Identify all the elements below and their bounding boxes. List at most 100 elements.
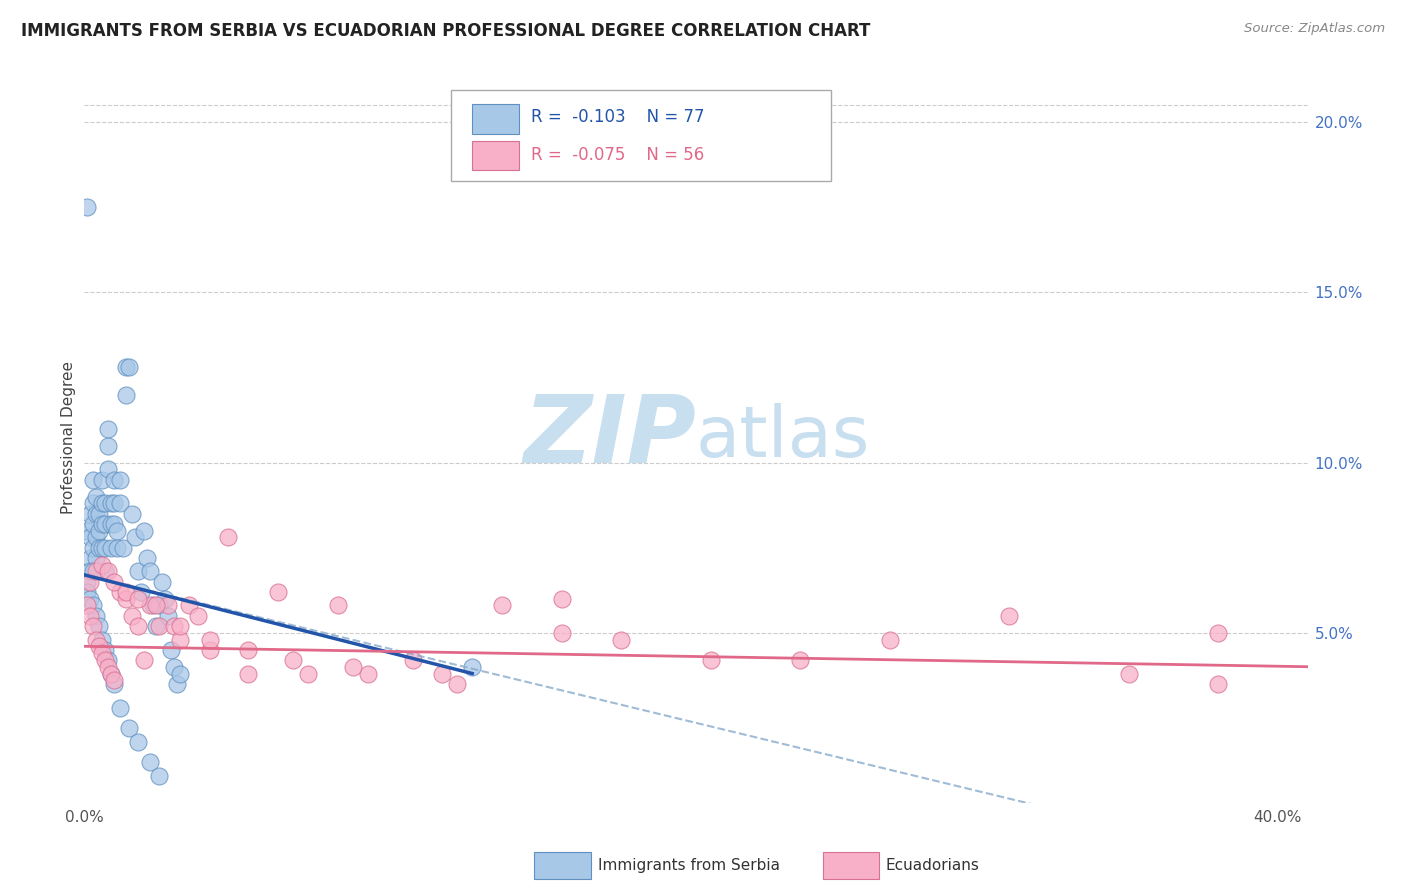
Point <box>94 642 117 657</box>
Point <box>1206 625 1229 640</box>
Point <box>97 565 120 579</box>
Point <box>115 387 138 401</box>
Point <box>238 642 260 657</box>
Point <box>84 507 107 521</box>
Point <box>79 608 101 623</box>
Point <box>84 550 107 565</box>
Point <box>79 507 101 521</box>
Point <box>82 516 104 531</box>
Point <box>118 360 141 375</box>
Y-axis label: Professional Degree: Professional Degree <box>60 360 76 514</box>
Point <box>84 608 107 623</box>
Point <box>97 421 120 435</box>
Point <box>112 541 135 555</box>
Point <box>82 541 104 555</box>
FancyBboxPatch shape <box>451 90 831 181</box>
Point <box>103 516 125 531</box>
Point <box>156 608 179 623</box>
Point <box>82 496 104 510</box>
Point <box>100 496 122 510</box>
Point <box>97 462 120 476</box>
Point <box>217 531 239 545</box>
FancyBboxPatch shape <box>472 104 519 134</box>
Point <box>84 490 107 504</box>
Point <box>108 473 131 487</box>
Text: Immigrants from Serbia: Immigrants from Serbia <box>598 858 779 872</box>
Text: R =  -0.075    N = 56: R = -0.075 N = 56 <box>531 146 704 164</box>
Point <box>136 550 159 565</box>
Point <box>610 632 633 647</box>
FancyBboxPatch shape <box>472 141 519 170</box>
Point <box>879 632 901 647</box>
Point <box>998 608 1021 623</box>
Point <box>100 666 122 681</box>
Point <box>148 599 170 613</box>
Point <box>91 516 114 531</box>
Point <box>76 599 98 613</box>
Point <box>132 524 155 538</box>
Point <box>89 541 111 555</box>
Point <box>148 619 170 633</box>
Point <box>267 585 290 599</box>
Point <box>401 653 423 667</box>
Point <box>108 496 131 510</box>
Point <box>142 599 165 613</box>
Point <box>79 574 101 589</box>
Point <box>89 507 111 521</box>
Point <box>103 673 125 688</box>
Point <box>342 659 364 673</box>
Point <box>91 473 114 487</box>
Point <box>357 666 380 681</box>
Point <box>127 565 149 579</box>
Point <box>103 473 125 487</box>
Text: R =  -0.103    N = 77: R = -0.103 N = 77 <box>531 109 704 127</box>
Point <box>76 585 98 599</box>
Point <box>97 659 120 673</box>
Point <box>94 565 117 579</box>
Point <box>108 700 131 714</box>
Point <box>115 360 138 375</box>
Point <box>100 541 122 555</box>
Point <box>139 599 162 613</box>
Point <box>121 507 143 521</box>
Point <box>76 574 98 589</box>
Point <box>238 666 260 681</box>
Point <box>124 531 146 545</box>
Point <box>103 496 125 510</box>
Point <box>97 653 120 667</box>
Text: ZIP: ZIP <box>523 391 696 483</box>
Point <box>461 659 484 673</box>
Point <box>163 619 186 633</box>
Point <box>103 574 125 589</box>
Text: Ecuadorians: Ecuadorians <box>886 858 980 872</box>
Point <box>700 653 723 667</box>
Point <box>89 619 111 633</box>
Point <box>153 591 176 606</box>
Point <box>145 619 167 633</box>
Point <box>283 653 305 667</box>
Point <box>169 619 191 633</box>
Point <box>89 524 111 538</box>
Point <box>198 632 221 647</box>
Point <box>108 585 131 599</box>
Point <box>145 599 167 613</box>
Point <box>76 524 98 538</box>
Text: atlas: atlas <box>696 402 870 472</box>
Point <box>97 439 120 453</box>
Point <box>169 632 191 647</box>
Point <box>84 632 107 647</box>
Point <box>551 591 574 606</box>
Point <box>82 619 104 633</box>
Point <box>115 591 138 606</box>
Point <box>103 677 125 691</box>
Point <box>1206 677 1229 691</box>
Point <box>105 541 128 555</box>
Point <box>551 625 574 640</box>
Point <box>84 565 107 579</box>
Point <box>789 653 811 667</box>
Point <box>82 599 104 613</box>
Point <box>163 659 186 673</box>
Point <box>91 541 114 555</box>
Point <box>91 632 114 647</box>
Point <box>127 734 149 748</box>
